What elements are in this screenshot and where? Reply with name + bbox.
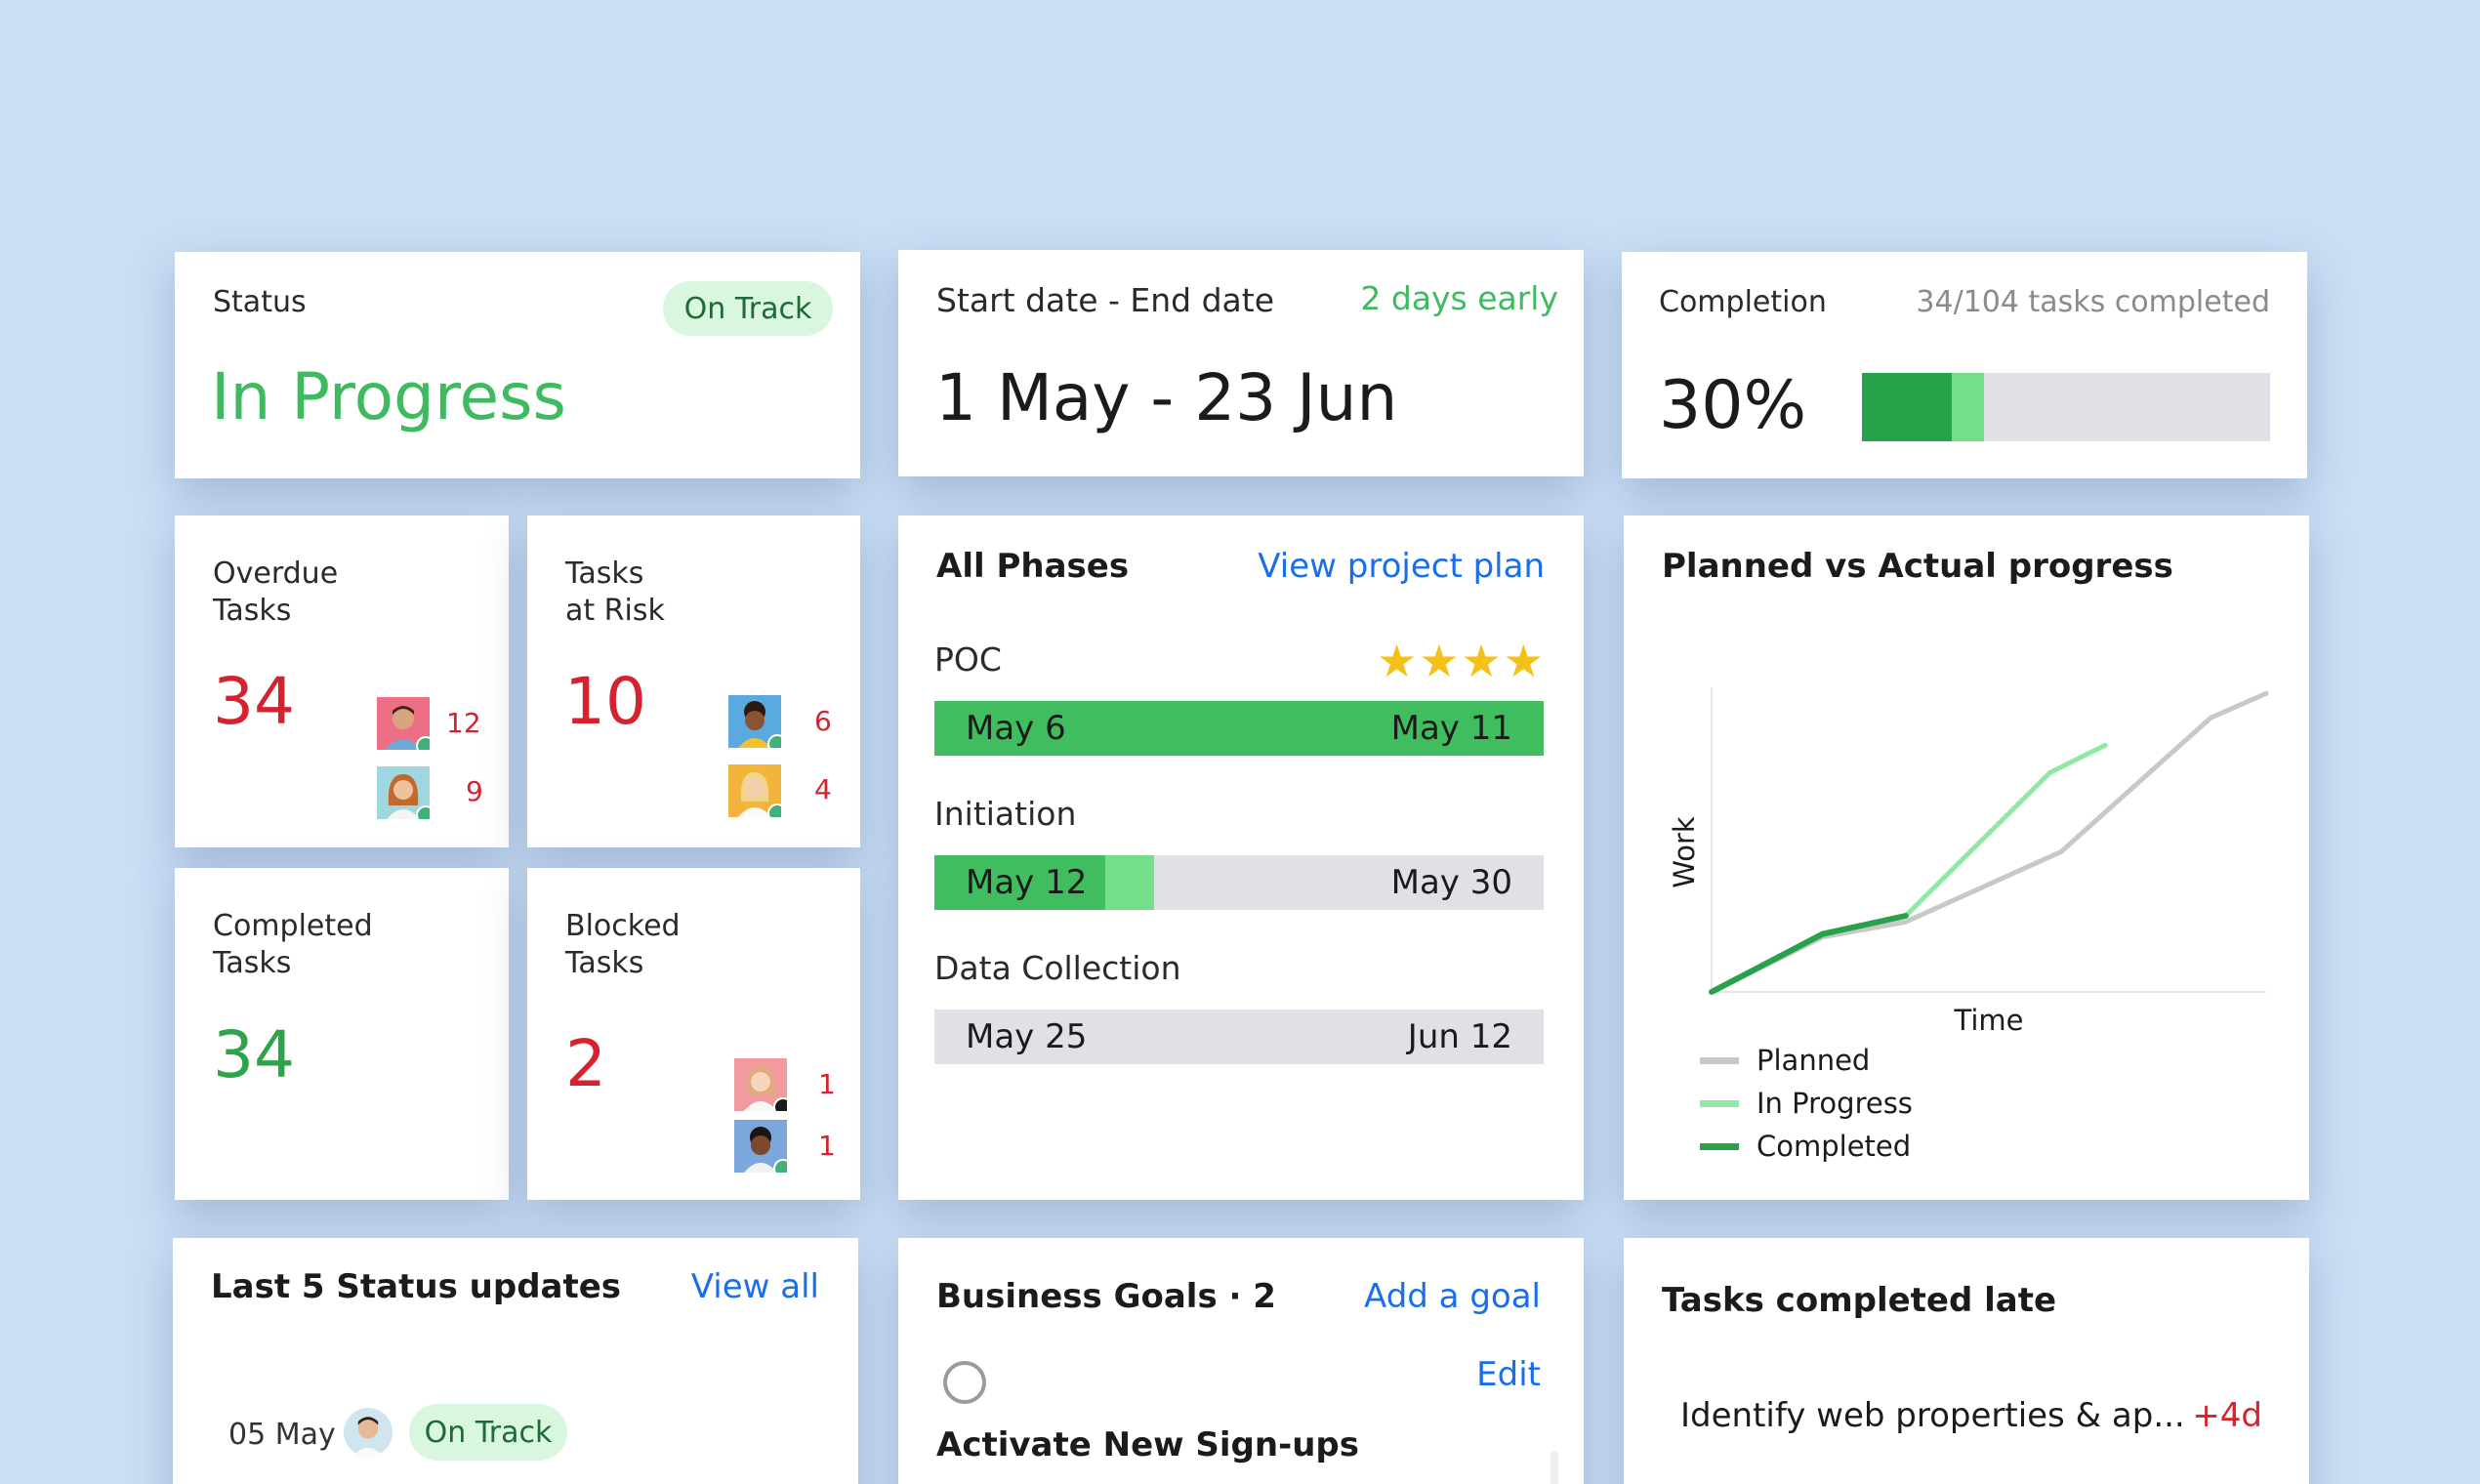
risk-title-line2: at Risk — [565, 594, 665, 628]
status-badge: On Track — [663, 281, 833, 336]
legend-swatch — [1700, 1099, 1739, 1107]
status-value: In Progress — [211, 359, 566, 434]
overdue-title-line2: Tasks — [213, 594, 292, 628]
phases-title: All Phases — [936, 547, 1130, 586]
phase-bar[interactable]: May 6 May 11 — [934, 701, 1544, 756]
progress-completed-fill — [1862, 373, 1952, 441]
business-goals-card: Business Goals · 2 Add a goal Edit Activ… — [898, 1238, 1584, 1484]
blocked-title-line1: Blocked — [565, 909, 681, 943]
chart-legend: Planned In Progress Completed — [1700, 1039, 1913, 1168]
phase-start-date: May 12 — [966, 863, 1088, 902]
phase-name: Initiation — [934, 795, 1077, 833]
dates-early-note: 2 days early — [1360, 279, 1558, 317]
x-axis-label: Time — [1954, 1004, 2024, 1037]
phase-completed-fill — [934, 701, 1544, 756]
phase-completed-fill — [934, 855, 1105, 910]
star-icon: ★ — [1419, 635, 1460, 687]
phase-bar[interactable]: May 12 May 30 — [934, 855, 1544, 910]
update-status-badge: On Track — [409, 1404, 567, 1461]
goals-scrollbar[interactable] — [1550, 1451, 1558, 1484]
view-all-link[interactable]: View all — [690, 1267, 819, 1306]
risk-person-count: 4 — [814, 773, 832, 805]
late-task-delta: +4d — [2192, 1396, 2262, 1435]
risk-title-line1: Tasks — [565, 556, 644, 591]
phase-end-date: May 11 — [1390, 709, 1512, 748]
completion-value: 30% — [1659, 367, 1807, 444]
completion-summary: 34/104 tasks completed — [1916, 285, 2270, 319]
completion-card: Completion 34/104 tasks completed 30% — [1622, 252, 2307, 478]
progress-line-chart: Work Time — [1668, 687, 2269, 1037]
star-icon: ★ — [1461, 635, 1502, 687]
phase-start-date: May 6 — [966, 709, 1066, 748]
avatar-woman-icon[interactable] — [728, 695, 781, 748]
avatar-woman-icon[interactable] — [734, 1120, 787, 1173]
phase-name: Data Collection — [934, 949, 1181, 987]
all-phases-card: All Phases View project plan POC ★ ★ ★ ★ Ma… — [898, 515, 1584, 1200]
avatar-man-icon[interactable] — [344, 1408, 393, 1457]
blocked-title-line2: Tasks — [565, 946, 644, 980]
completed-tasks-card[interactable]: Completed Tasks 34 — [175, 868, 509, 1200]
overdue-count: 34 — [213, 664, 295, 739]
update-date: 05 May — [228, 1418, 336, 1452]
phase-end-date: Jun 12 — [1407, 1017, 1512, 1056]
late-title: Tasks completed late — [1662, 1281, 2057, 1320]
overdue-person-count: 9 — [466, 775, 483, 807]
completed-count: 34 — [213, 1017, 295, 1092]
goal-name: Activate New Sign-ups — [936, 1425, 1359, 1464]
tasks-at-risk-card[interactable]: Tasks at Risk 10 6 4 — [527, 515, 860, 847]
status-card: Status On Track In Progress — [175, 252, 860, 478]
planned-vs-actual-card: Planned vs Actual progress Work Time Pla… — [1624, 515, 2309, 1200]
add-goal-link[interactable]: Add a goal — [1364, 1277, 1541, 1316]
overdue-tasks-card[interactable]: Overdue Tasks 34 12 9 — [175, 515, 509, 847]
legend-item: Completed — [1700, 1125, 1913, 1168]
risk-count: 10 — [564, 664, 646, 739]
legend-label: Planned — [1757, 1044, 1871, 1077]
rating-stars: ★ ★ ★ ★ — [1377, 639, 1544, 683]
legend-item: In Progress — [1700, 1082, 1913, 1125]
goals-title: Business Goals · 2 — [936, 1277, 1276, 1316]
legend-swatch — [1700, 1056, 1739, 1064]
blocked-person-count: 1 — [818, 1068, 836, 1100]
blocked-tasks-card[interactable]: Blocked Tasks 2 1 1 — [527, 868, 860, 1200]
updates-title: Last 5 Status updates — [211, 1267, 622, 1306]
avatar-woman-icon[interactable] — [728, 764, 781, 817]
completed-title-line2: Tasks — [213, 946, 292, 980]
completion-label: Completion — [1659, 285, 1827, 319]
avatar-man-icon[interactable] — [377, 697, 430, 750]
view-project-plan-link[interactable]: View project plan — [1258, 547, 1545, 586]
dates-label: Start date - End date — [936, 281, 1275, 319]
overdue-person-count: 12 — [446, 707, 481, 739]
chart-title: Planned vs Actual progress — [1662, 547, 2173, 586]
blocked-count: 2 — [565, 1026, 606, 1101]
edit-goal-link[interactable]: Edit — [1476, 1355, 1541, 1394]
completed-title-line1: Completed — [213, 909, 373, 943]
tasks-completed-late-card: Tasks completed late Identify web proper… — [1624, 1238, 2309, 1484]
avatar-woman-icon[interactable] — [377, 766, 430, 819]
dates-value: 1 May - 23 Jun — [935, 360, 1398, 435]
star-icon: ★ — [1503, 635, 1544, 687]
blocked-person-count: 1 — [818, 1130, 836, 1162]
series-line-completed — [1709, 913, 1909, 995]
y-axis-label: Work — [1668, 816, 1701, 888]
overdue-title-line1: Overdue — [213, 556, 339, 591]
late-task-name: Identify web properties & ap... — [1680, 1396, 2185, 1435]
completion-progress-bar — [1862, 373, 2270, 441]
dates-card: Start date - End date 2 days early 1 May… — [898, 250, 1584, 476]
legend-label: In Progress — [1757, 1087, 1913, 1120]
series-line-in-progress — [1903, 742, 2108, 919]
star-icon: ★ — [1377, 635, 1418, 687]
legend-item: Planned — [1700, 1039, 1913, 1082]
phase-name: POC — [934, 640, 1002, 679]
phase-bar[interactable]: May 25 Jun 12 — [934, 1010, 1544, 1064]
legend-label: Completed — [1757, 1130, 1912, 1163]
goal-status-circle-icon[interactable] — [943, 1361, 986, 1404]
phase-end-date: May 30 — [1390, 863, 1512, 902]
status-updates-card: Last 5 Status updates View all 05 May On… — [173, 1238, 858, 1484]
legend-swatch — [1700, 1142, 1739, 1150]
risk-person-count: 6 — [814, 705, 832, 737]
avatar-woman-icon[interactable] — [734, 1058, 787, 1111]
status-label: Status — [213, 285, 307, 319]
phase-start-date: May 25 — [966, 1017, 1088, 1056]
